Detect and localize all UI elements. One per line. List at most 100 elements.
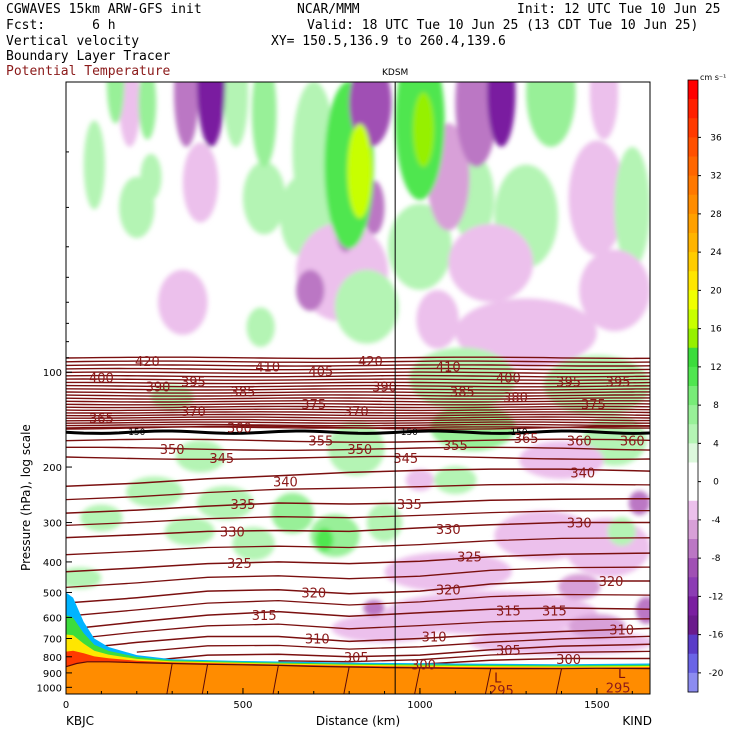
- tropopause-tracer-label: 150: [510, 428, 527, 438]
- w-blob: [140, 153, 162, 200]
- y-tick-label: 700: [43, 635, 62, 646]
- w-blob: [416, 290, 459, 349]
- theta-label: 340: [570, 466, 595, 481]
- w-blob: [434, 466, 477, 495]
- theta-label: 315: [542, 604, 567, 619]
- x-tick-label: 1500: [584, 700, 609, 711]
- y-tick-label: 200: [43, 463, 62, 474]
- theta-label: 335: [397, 498, 422, 513]
- tropopause-tracer-line: [66, 429, 650, 435]
- theta-label: 300: [411, 658, 436, 673]
- theta-label: 325: [227, 557, 252, 572]
- theta-contour: [66, 497, 650, 514]
- theta-label: 355: [443, 439, 468, 454]
- theta-label: 385: [450, 385, 475, 400]
- colorbar-bin: [688, 615, 698, 636]
- y-tick-label: 800: [43, 653, 62, 664]
- w-blob: [80, 504, 123, 532]
- w-blob: [106, 82, 125, 124]
- colorbar-tick-label: 0: [713, 478, 719, 488]
- terrain-low-mark: L: [618, 667, 626, 682]
- w-blob: [487, 82, 516, 147]
- theta-label: 390: [372, 380, 397, 395]
- colorbar-bin: [688, 519, 698, 540]
- colorbar-bin: [688, 462, 698, 483]
- theta-label: 310: [422, 631, 447, 646]
- theta-label: 330: [567, 517, 592, 532]
- w-blob: [448, 223, 534, 302]
- theta-contour: [66, 367, 650, 371]
- w-blob: [150, 384, 194, 411]
- theta-label: 315: [496, 604, 521, 619]
- theta-label: 315: [252, 609, 277, 624]
- y-axis-label: Pressure (hPa), log scale: [19, 424, 33, 571]
- theta-contour: [66, 405, 650, 409]
- theta-contour: [66, 552, 650, 573]
- colorbar-bin: [688, 481, 698, 502]
- theta-contour: [66, 397, 650, 400]
- x-tick-label: 0: [63, 700, 69, 711]
- colorbar-bin: [688, 558, 698, 578]
- station-marker-label: KDSM: [382, 68, 408, 78]
- theta-label: 295: [489, 684, 514, 699]
- terrain-contour: [555, 668, 563, 694]
- theta-label: 365: [89, 412, 114, 427]
- y-tick-label: 1000: [37, 683, 62, 694]
- theta-label: 310: [305, 633, 330, 648]
- theta-contour: [66, 607, 650, 631]
- y-tick-label: 600: [43, 613, 62, 624]
- w-blob: [614, 146, 650, 268]
- x-axis-label: Distance (km): [316, 714, 400, 728]
- colorbar-bin: [688, 577, 698, 597]
- theta-contour: [66, 400, 650, 403]
- theta-contour: [66, 425, 650, 430]
- w-blob: [455, 298, 597, 368]
- terrain-fill: [66, 661, 650, 694]
- colorbar-bin: [688, 233, 698, 253]
- fcst-label: Fcst:: [6, 18, 46, 33]
- colorbar-bin: [688, 156, 698, 177]
- colorbar-bin: [688, 424, 698, 444]
- colorbar-tick-label: 32: [710, 172, 721, 182]
- w-blob: [635, 596, 650, 624]
- theta-contour: [66, 618, 650, 641]
- terrain-edge: [66, 661, 650, 670]
- colorbar-bin: [688, 194, 698, 215]
- field-vertical-velocity: Vertical velocity: [6, 34, 140, 49]
- terrain-contour: [272, 665, 279, 694]
- colorbar-tick-label: -8: [712, 554, 721, 564]
- w-blob: [315, 527, 334, 552]
- w-blob: [430, 404, 516, 451]
- w-blob: [246, 307, 275, 348]
- theta-contour: [66, 364, 650, 367]
- theta-label: 330: [436, 523, 461, 538]
- theta-label: 345: [393, 452, 418, 467]
- theta-label: 360: [620, 435, 645, 450]
- w-blob: [579, 249, 650, 332]
- theta-contour: [66, 360, 650, 363]
- colorbar-bin: [688, 80, 698, 100]
- w-blob: [223, 82, 249, 147]
- terrain: [66, 661, 650, 694]
- theta-label: 325: [457, 551, 482, 566]
- theta-label: 355: [308, 435, 333, 450]
- theta-contour: [136, 635, 650, 653]
- theta-label: 385: [231, 385, 256, 400]
- plot-frame: [65, 81, 651, 695]
- terrain-contour: [166, 663, 173, 694]
- theta-label: 400: [496, 372, 521, 387]
- theta-contour: [66, 381, 650, 385]
- colorbar-tick-label: -12: [709, 592, 724, 602]
- w-blob: [296, 269, 325, 311]
- theta-label: 335: [231, 498, 256, 513]
- x-tick-label: 500: [233, 700, 252, 711]
- colorbar-tick-label: 24: [710, 248, 722, 258]
- colorbar-tick-label: 16: [710, 325, 722, 335]
- terrain-low-mark: L: [494, 671, 502, 686]
- theta-contour: [66, 521, 650, 539]
- potential-temperature-labels: 420 410 405 420 410 400 395 390 390 400 395 395 385 3…: [89, 355, 645, 699]
- theta-label: 410: [436, 361, 461, 376]
- colorbar-bin: [688, 118, 698, 138]
- theta-contour: [66, 388, 650, 391]
- w-blob: [331, 614, 438, 643]
